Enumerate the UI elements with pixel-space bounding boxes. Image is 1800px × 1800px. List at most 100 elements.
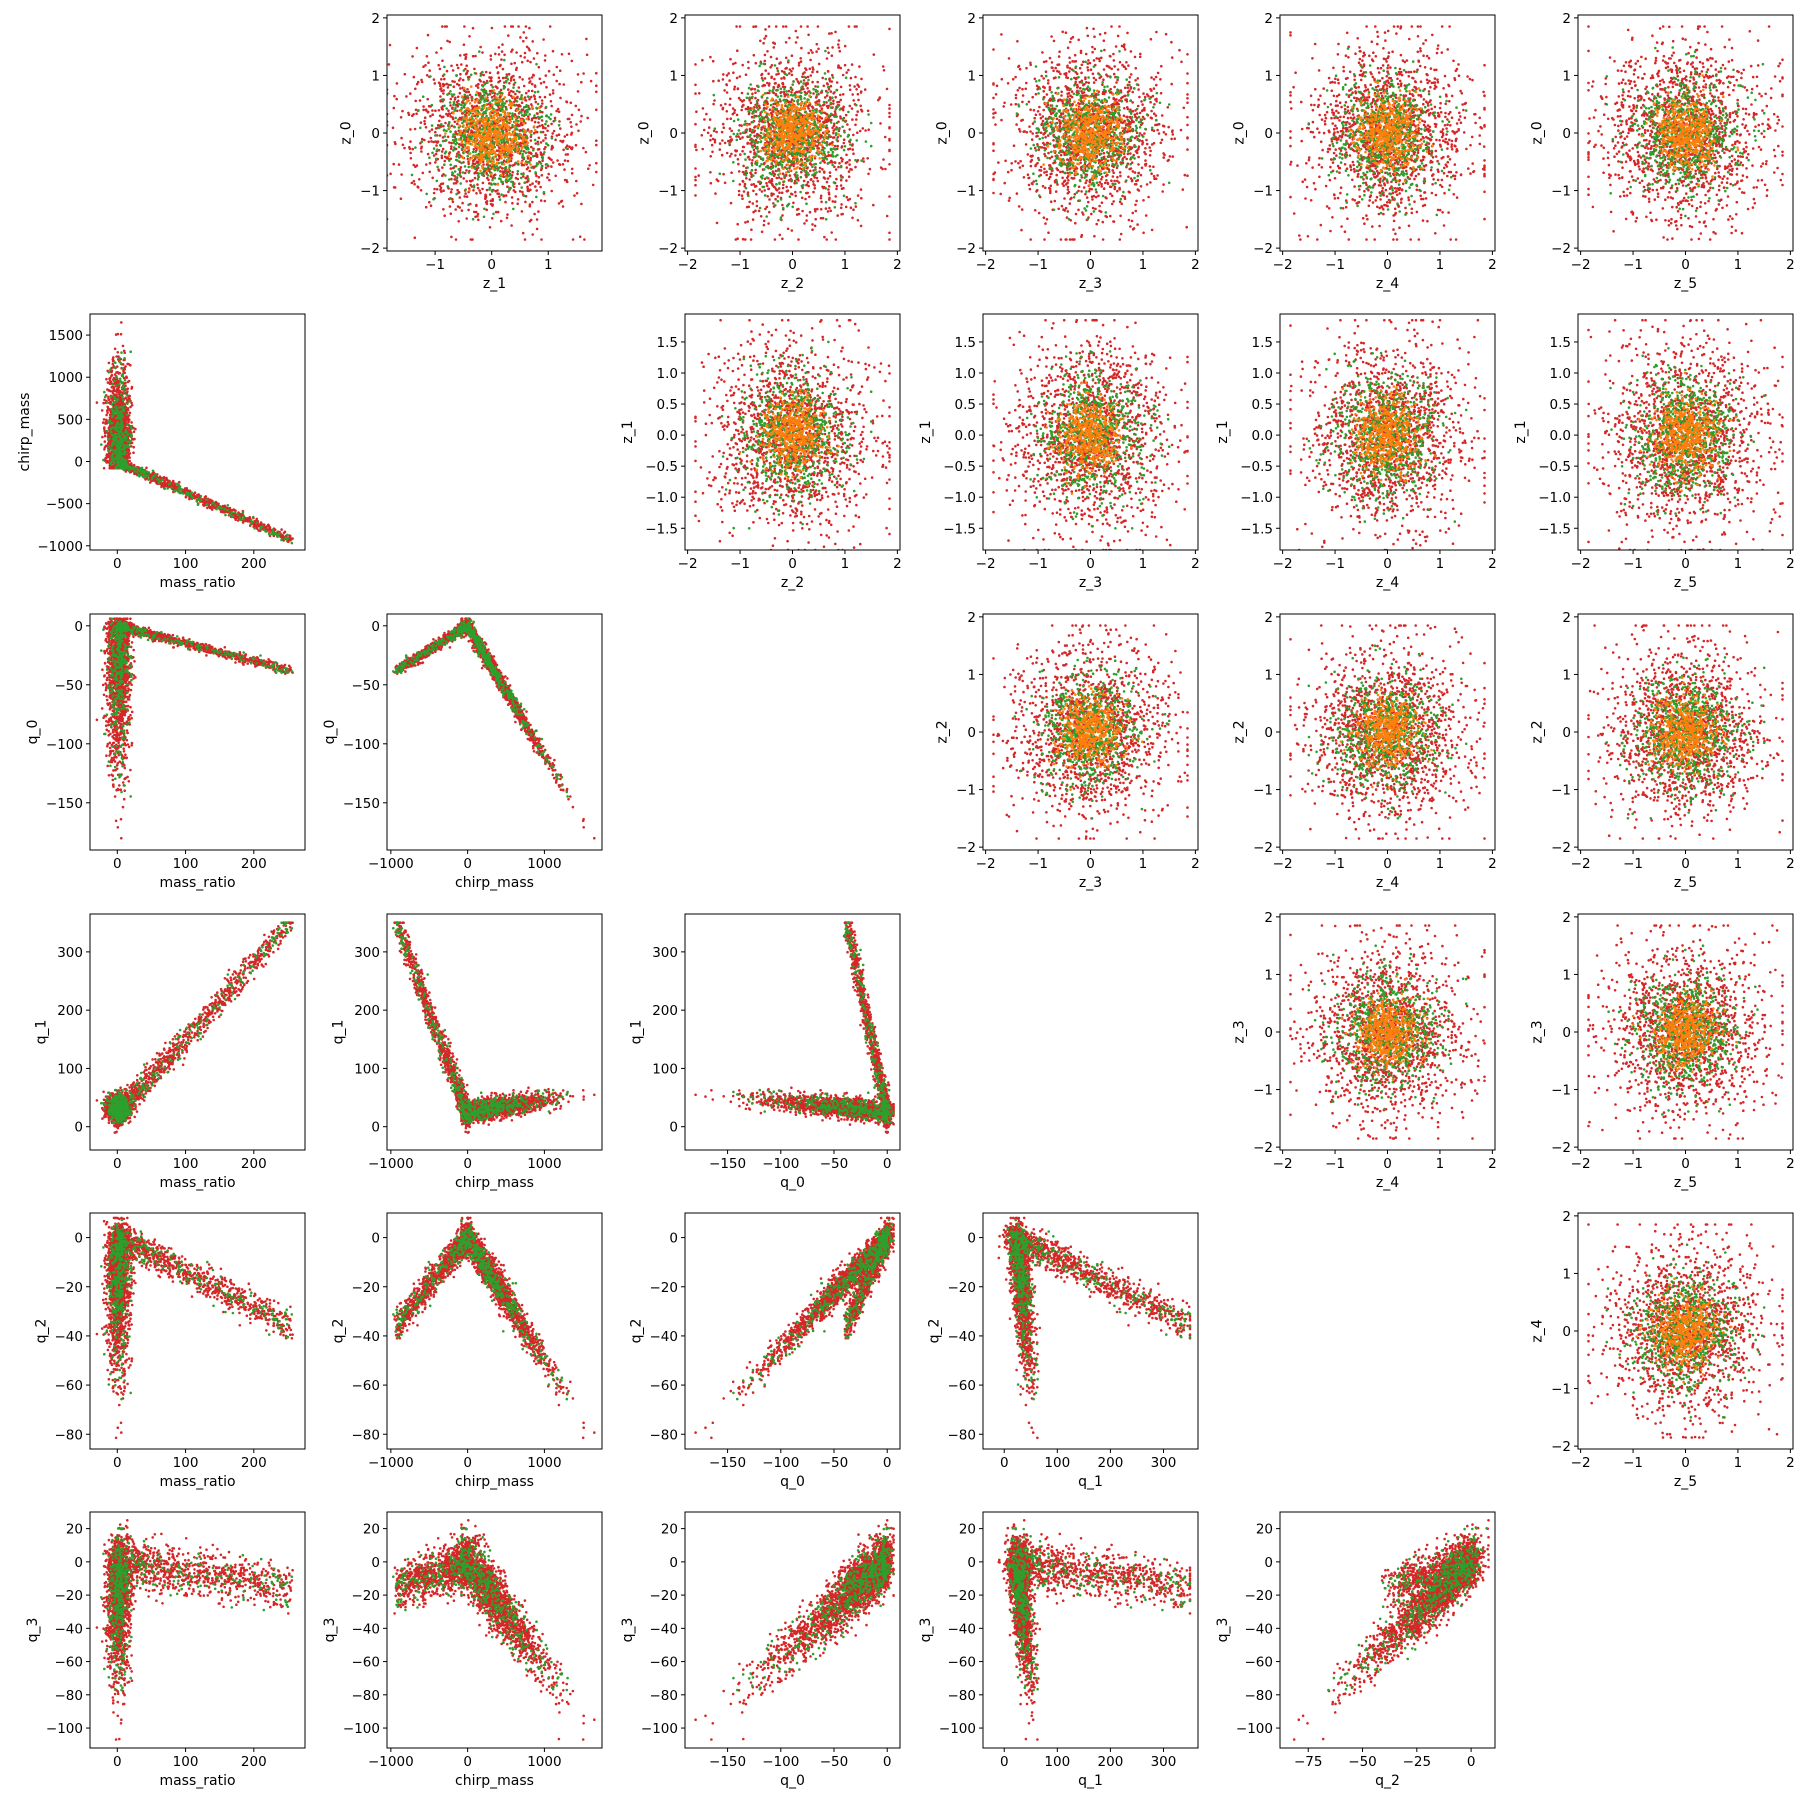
subplot-z_2-vs-z_4: −2 −1 0 1 2 −2 −1 0 1 2 z_4 z_2 [1232,610,1497,891]
x-tick-label: 2 [893,257,902,273]
x-tick-label: 0 [883,1754,892,1770]
y-tick-label: −80 [948,1688,977,1704]
y-tick-label: −1.0 [943,490,976,506]
x-tick-label: −150 [709,1156,746,1172]
series-orange-points [1042,89,1131,187]
x-tick-label: 1000 [527,1156,561,1172]
subplot-z_2-vs-z_5: −2 −1 0 1 2 −2 −1 0 1 2 z_5 z_2 [1530,610,1795,891]
x-axis-label: mass_ratio [159,875,235,891]
y-tick-label: −500 [46,497,83,513]
y-tick-label: −80 [55,1427,84,1443]
scatter-points [694,1519,895,1741]
x-tick-label: 0 [1467,1754,1476,1770]
y-tick-label: −20 [1245,1588,1274,1604]
y-tick-label: 1.0 [657,366,678,382]
series-green-points [1006,1218,1192,1401]
y-axis-label: z_0 [935,121,951,144]
y-tick-label: 0 [1264,126,1273,142]
x-tick-label: 100 [1044,1455,1070,1471]
x-tick-label: 0 [1383,856,1392,872]
x-tick-label: 1 [841,556,850,572]
series-orange-points [1631,987,1738,1079]
series-green-points [100,1527,294,1692]
scatter-points [992,25,1189,241]
y-tick-label: 0.0 [1252,428,1273,444]
y-axis-label: q_3 [620,1618,636,1643]
y-axis-label: q_0 [25,720,41,745]
x-axis-label: q_0 [780,1474,805,1490]
y-tick-label: −100 [343,737,380,753]
x-tick-label: 100 [173,856,199,872]
y-tick-label: 0 [1264,725,1273,741]
y-tick-label: 1.5 [1252,335,1273,351]
x-tick-label: −2 [1273,556,1293,572]
subplot-z_3-vs-z_4: −2 −1 0 1 2 −2 −1 0 1 2 z_4 z_3 [1232,910,1497,1191]
x-tick-label: −2 [976,856,996,872]
x-tick-label: 2 [1786,1156,1795,1172]
y-tick-label: 1.5 [1550,335,1571,351]
subplot-q_3-vs-chirp_mass: −1000 0 1000 −100 −80 −60 −40 −20 0 20 chirp_mass q… [322,1511,603,1789]
y-axis-label: q_3 [322,1618,338,1643]
x-tick-label: 0 [113,1754,122,1770]
x-tick-label: 0 [1086,257,1095,273]
scatter-points [95,321,294,545]
subplot-q_2-vs-q_0: −150 −100 −50 0 −80 −60 −40 −20 0 q_0 q_2 [628,1212,901,1490]
x-tick-label: 0 [113,856,122,872]
y-tick-label: −2 [956,241,976,257]
subplot-z_0-vs-z_4: −2 −1 0 1 2 −2 −1 0 1 2 z_4 z_0 [1232,11,1497,292]
y-tick-label: 200 [57,1003,83,1019]
y-tick-label: 0.5 [1252,397,1273,413]
subplot-q_1-vs-chirp_mass: −1000 0 1000 0 100 200 300 chirp_mass q_1 [330,913,603,1191]
y-tick-label: 1 [967,68,976,84]
y-axis-label: q_1 [628,1020,644,1045]
y-axis-label: z_0 [637,121,653,144]
series-red-points [95,1519,294,1741]
x-tick-label: 2 [1191,856,1200,872]
y-tick-label: −2 [1551,1140,1571,1156]
x-tick-label: 1 [841,257,850,273]
x-tick-label: 100 [173,556,199,572]
x-tick-label: 1000 [527,1455,561,1471]
y-tick-label: 1 [1264,967,1273,983]
y-tick-label: −2 [1253,840,1273,856]
y-tick-label: 0.0 [1550,428,1571,444]
y-tick-label: −60 [352,1378,381,1394]
y-tick-label: −20 [352,1588,381,1604]
y-tick-label: 0 [74,455,83,471]
x-tick-label: 2 [1786,1455,1795,1471]
y-tick-label: −0.5 [943,459,976,475]
y-axis-label: q_1 [33,1020,49,1045]
x-tick-label: 1 [1139,257,1148,273]
x-tick-label: 200 [1098,1754,1124,1770]
axes-frame [386,613,603,851]
series-green-points [392,1218,569,1401]
x-tick-label: −100 [762,1455,799,1471]
y-axis-label: z_3 [1530,1020,1546,1043]
y-tick-label: −1.5 [1538,521,1571,537]
x-tick-label: 1 [1436,1156,1445,1172]
y-tick-label: 2 [669,11,678,27]
x-tick-label: 0 [463,1754,472,1770]
y-tick-label: 0 [669,1120,678,1136]
x-tick-label: 0 [1086,556,1095,572]
x-tick-label: 1000 [527,856,561,872]
x-tick-label: 0 [113,1156,122,1172]
subplot-z_1-vs-z_5: −2 −1 0 1 2 −1.5 −1.0 −0.5 0.0 0.5 1.0 1.5 z_5 z_1 [1513,313,1795,591]
y-tick-label: 1 [1264,68,1273,84]
series-green-points [732,921,895,1125]
scatter-points [1587,318,1784,550]
x-tick-label: −2 [1273,1156,1293,1172]
x-tick-label: −1 [1623,1156,1643,1172]
subplot-q_3-vs-q_0: −150 −100 −50 0 −100 −80 −60 −40 −20 0 20 q_0 q_3 [620,1511,901,1789]
series-green-points [392,617,569,798]
series-green-points [1006,1527,1192,1692]
x-tick-label: 1 [1734,1455,1743,1471]
scatter-points [694,921,895,1134]
x-axis-label: mass_ratio [159,1773,235,1789]
x-tick-label: −2 [1273,856,1293,872]
y-tick-label: −60 [55,1655,84,1671]
y-tick-label: 0.5 [955,397,976,413]
y-tick-label: 0 [967,126,976,142]
x-tick-label: 0 [113,1455,122,1471]
x-tick-label: 2 [1786,257,1795,273]
